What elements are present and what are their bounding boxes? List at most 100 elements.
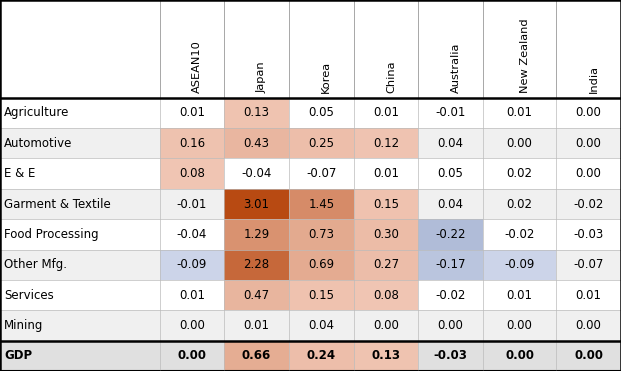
Bar	[353, 189, 419, 219]
Text: GDP: GDP	[4, 349, 32, 362]
Bar	[160, 158, 224, 189]
Text: -0.02: -0.02	[435, 289, 466, 302]
Text: 0.04: 0.04	[438, 197, 464, 210]
Text: 0.00: 0.00	[507, 319, 533, 332]
Bar	[0, 128, 621, 158]
Text: India: India	[589, 65, 599, 93]
Text: -0.04: -0.04	[177, 228, 207, 241]
Text: 0.16: 0.16	[179, 137, 205, 150]
Bar	[353, 219, 419, 250]
Text: -0.09: -0.09	[177, 258, 207, 271]
Text: Korea: Korea	[321, 61, 331, 93]
Text: Food Processing: Food Processing	[4, 228, 99, 241]
Text: 0.00: 0.00	[576, 167, 602, 180]
Bar	[289, 280, 353, 310]
Bar	[224, 98, 289, 128]
Text: -0.04: -0.04	[242, 167, 272, 180]
Bar	[224, 128, 289, 158]
Bar	[483, 280, 556, 310]
Text: -0.01: -0.01	[177, 197, 207, 210]
Bar	[353, 310, 419, 341]
Bar	[483, 0, 556, 98]
Bar	[289, 250, 353, 280]
Text: Agriculture: Agriculture	[4, 106, 70, 119]
Text: 0.01: 0.01	[179, 106, 205, 119]
Text: 0.00: 0.00	[438, 319, 464, 332]
Bar	[483, 189, 556, 219]
Bar	[289, 0, 353, 98]
Text: 1.45: 1.45	[308, 197, 334, 210]
Bar	[160, 128, 224, 158]
Bar	[556, 158, 621, 189]
Bar	[289, 310, 353, 341]
Bar	[419, 341, 483, 371]
Bar	[160, 189, 224, 219]
Text: New Zealand: New Zealand	[520, 19, 530, 93]
Text: 0.43: 0.43	[243, 137, 270, 150]
Text: E & E: E & E	[4, 167, 36, 180]
Text: 0.04: 0.04	[438, 137, 464, 150]
Text: 0.00: 0.00	[576, 319, 602, 332]
Bar	[419, 250, 483, 280]
Bar	[419, 128, 483, 158]
Bar	[419, 98, 483, 128]
Text: 0.00: 0.00	[507, 137, 533, 150]
Bar	[289, 341, 353, 371]
Text: 0.73: 0.73	[308, 228, 334, 241]
Text: 0.00: 0.00	[373, 319, 399, 332]
Bar	[224, 219, 289, 250]
Text: -0.07: -0.07	[573, 258, 604, 271]
Text: 0.00: 0.00	[179, 319, 205, 332]
Text: -0.22: -0.22	[435, 228, 466, 241]
Bar	[0, 189, 621, 219]
Text: 0.13: 0.13	[371, 349, 401, 362]
Text: -0.03: -0.03	[574, 228, 604, 241]
Text: -0.02: -0.02	[504, 228, 535, 241]
Bar	[160, 280, 224, 310]
Bar	[483, 341, 556, 371]
Bar	[0, 98, 621, 128]
Bar	[353, 158, 419, 189]
Bar	[0, 280, 621, 310]
Text: 0.00: 0.00	[576, 106, 602, 119]
Text: -0.01: -0.01	[435, 106, 466, 119]
Text: 0.00: 0.00	[505, 349, 534, 362]
Text: 0.15: 0.15	[373, 197, 399, 210]
Bar	[556, 189, 621, 219]
Text: Garment & Textile: Garment & Textile	[4, 197, 111, 210]
Text: -0.07: -0.07	[306, 167, 337, 180]
Bar	[353, 0, 419, 98]
Bar	[160, 341, 224, 371]
Bar	[483, 98, 556, 128]
Bar	[556, 219, 621, 250]
Bar	[289, 189, 353, 219]
Bar	[353, 98, 419, 128]
Bar	[483, 219, 556, 250]
Bar	[0, 219, 621, 250]
Text: 0.02: 0.02	[507, 167, 533, 180]
Text: 0.05: 0.05	[438, 167, 464, 180]
Text: -0.09: -0.09	[504, 258, 535, 271]
Text: 0.12: 0.12	[373, 137, 399, 150]
Bar	[289, 98, 353, 128]
Text: -0.02: -0.02	[573, 197, 604, 210]
Bar	[556, 98, 621, 128]
Bar	[353, 250, 419, 280]
Text: 0.27: 0.27	[373, 258, 399, 271]
Bar	[0, 250, 621, 280]
Bar	[353, 280, 419, 310]
Bar	[289, 128, 353, 158]
Text: Automotive: Automotive	[4, 137, 73, 150]
Bar	[483, 128, 556, 158]
Text: 0.13: 0.13	[243, 106, 270, 119]
Bar	[353, 341, 419, 371]
Bar	[224, 341, 289, 371]
Bar	[483, 310, 556, 341]
Text: 0.47: 0.47	[243, 289, 270, 302]
Bar	[224, 0, 289, 98]
Text: Australia: Australia	[451, 43, 461, 93]
Bar	[160, 219, 224, 250]
Bar	[0, 0, 160, 98]
Text: 0.04: 0.04	[308, 319, 334, 332]
Bar	[0, 341, 621, 371]
